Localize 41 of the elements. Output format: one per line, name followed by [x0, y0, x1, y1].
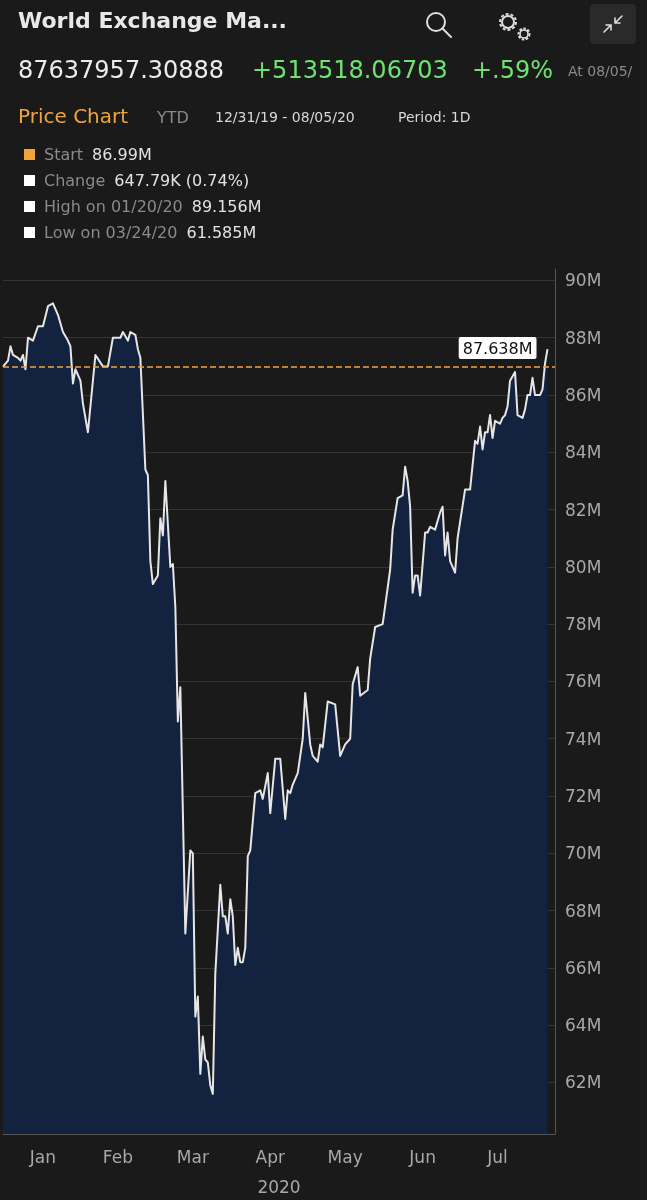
text: 12/31/19 - 08/05/20: [215, 109, 355, 125]
y-tick-label: 82M: [565, 499, 602, 520]
y-tick-label: 70M: [565, 843, 602, 864]
x-tick-label: Jun: [408, 1146, 436, 1167]
y-tick-label: 88M: [565, 327, 602, 348]
y-tick-label: 68M: [565, 900, 602, 921]
y-tick-label: 76M: [565, 671, 602, 692]
text: At 08/05/: [568, 63, 633, 79]
chart-title: World Exchange Ma...: [18, 8, 287, 33]
x-axis-title: 2020: [257, 1176, 301, 1197]
text: Change: [44, 171, 106, 190]
text: +.59%: [472, 56, 554, 84]
x-tick-label: Jan: [28, 1146, 57, 1167]
text: 87637957.30888: [18, 56, 225, 84]
text: High on 01/20/20: [44, 197, 183, 216]
annotation: 87.638M: [462, 338, 533, 358]
x-tick-label: Mar: [176, 1146, 209, 1167]
text: 89.156M: [191, 197, 262, 216]
y-tick-label: 72M: [565, 786, 602, 807]
text: Low on 03/24/20: [44, 223, 178, 242]
text: Period: 1D: [398, 109, 471, 125]
text: +513518.06703: [252, 56, 448, 84]
chart-subtitle: Price Chart: [18, 104, 129, 128]
y-tick-label: 66M: [565, 957, 602, 978]
y-tick-label: 74M: [565, 728, 602, 749]
text: Start: [44, 145, 84, 164]
x-tick-label: Feb: [102, 1146, 133, 1167]
x-tick-label: Apr: [255, 1146, 285, 1167]
y-tick-label: 90M: [565, 270, 602, 291]
y-tick-label: 78M: [565, 614, 602, 635]
x-tick-label: May: [327, 1146, 363, 1167]
y-tick-label: 84M: [565, 442, 602, 463]
x-tick-label: Jul: [486, 1146, 508, 1167]
text: 647.79K (0.74%): [114, 171, 250, 190]
y-tick-label: 62M: [565, 1072, 602, 1093]
y-tick-label: 64M: [565, 1015, 602, 1036]
text: YTD: [157, 108, 189, 127]
text: 61.585M: [186, 223, 257, 242]
y-tick-label: 80M: [565, 556, 602, 577]
y-tick-label: 86M: [565, 385, 602, 406]
text: 86.99M: [92, 145, 152, 164]
